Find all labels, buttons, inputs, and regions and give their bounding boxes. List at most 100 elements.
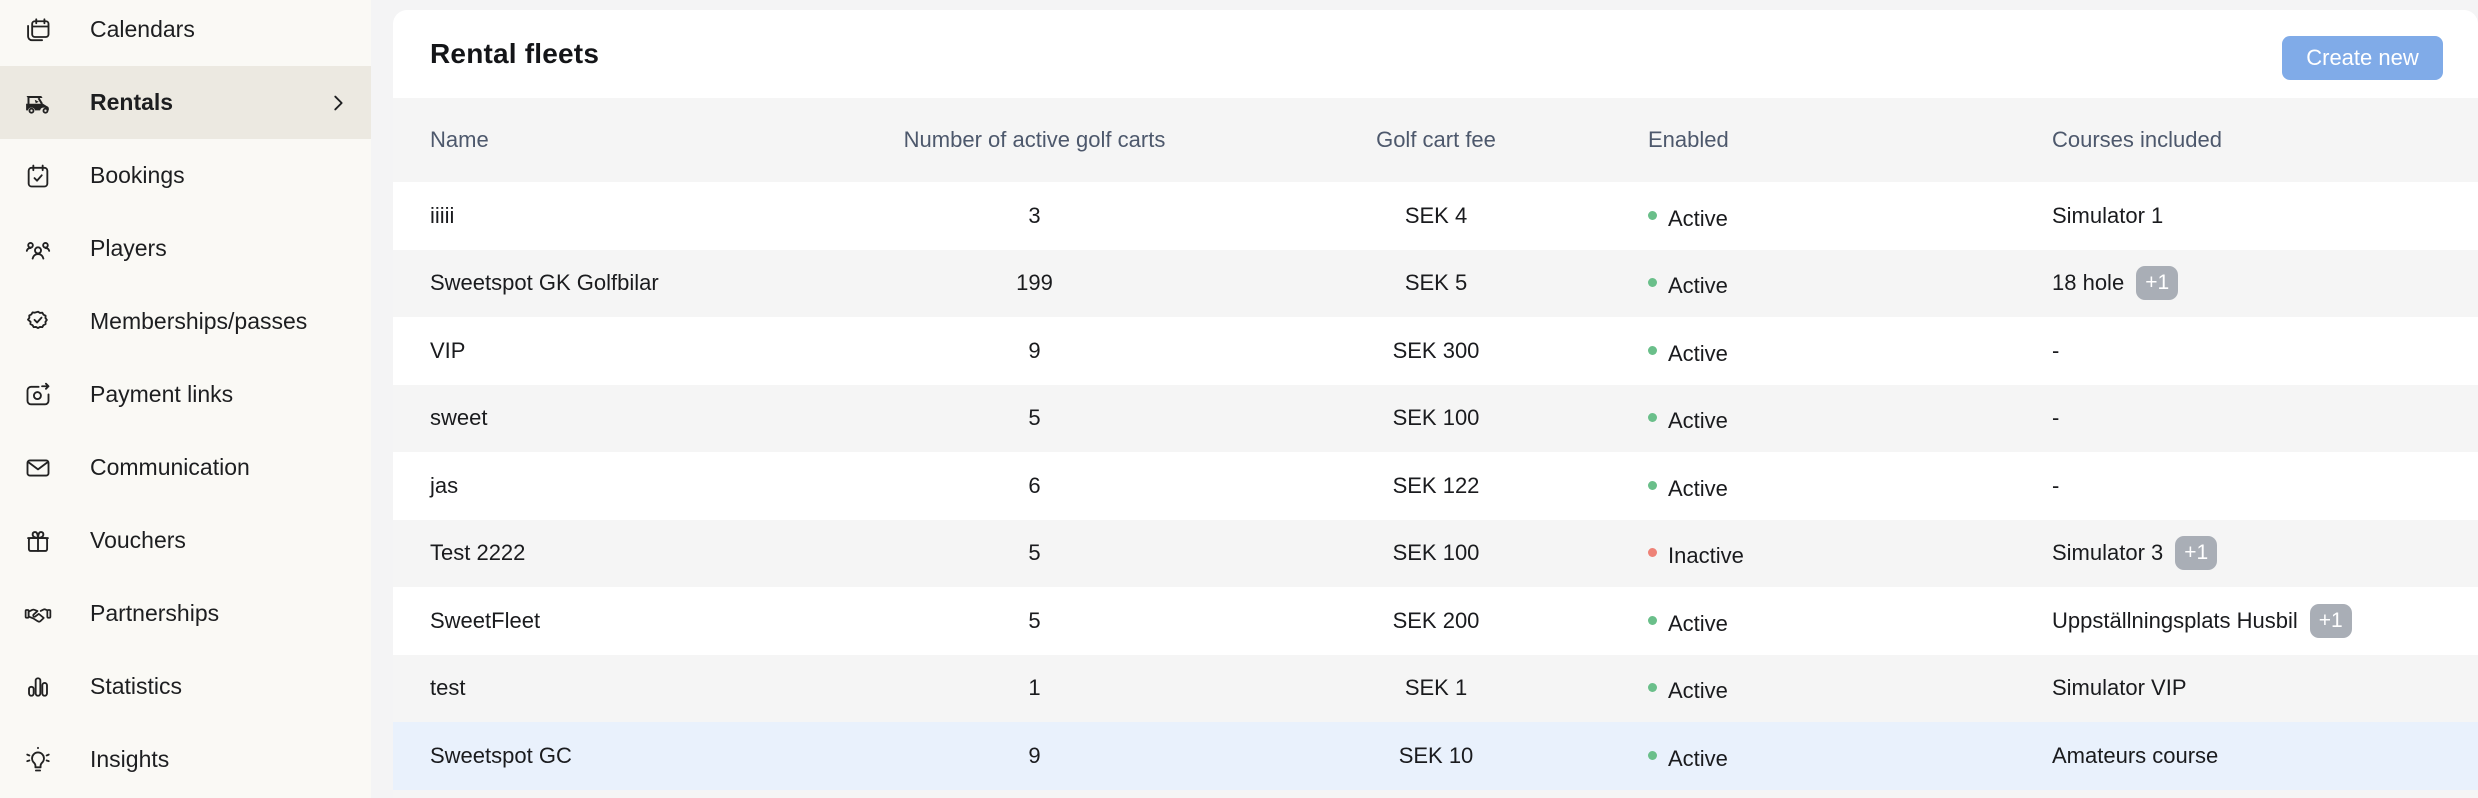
sidebar-nav: Calendars Rentals (0, 0, 371, 796)
sidebar-item-label: Insights (90, 746, 170, 772)
cell-carts: 9 (1028, 337, 1041, 363)
status-dot-active (1648, 750, 1657, 760)
status-dot-active (1648, 345, 1657, 355)
sidebar-item-memberships[interactable]: Memberships/passes (0, 285, 371, 358)
cell-courses: Simulator 3 (2052, 540, 2164, 566)
status-label: Active (1668, 205, 1728, 231)
calendar-stack-icon (24, 16, 52, 44)
status-badge: Active (1648, 206, 1728, 232)
gift-icon (24, 527, 52, 555)
sidebar-item-vouchers[interactable]: Vouchers (0, 504, 371, 577)
table-row-partial (393, 789, 2478, 798)
lightbulb-icon (24, 746, 52, 774)
cell-carts: 3 (1028, 202, 1041, 228)
column-header-fee: Golf cart fee (1376, 127, 1496, 152)
table-row[interactable]: iiiii 3 SEK 4 Active Simulator 1 (393, 182, 2478, 250)
cell-courses: Uppställningsplats Husbil (2052, 607, 2298, 633)
table-row[interactable]: jas 6 SEK 122 Active - (393, 452, 2478, 520)
cell-name: Test 2222 (430, 540, 526, 566)
column-header-carts: Number of active golf carts (903, 127, 1166, 152)
payment-link-icon (24, 381, 52, 409)
create-new-button[interactable]: Create new (2282, 36, 2443, 80)
cell-carts: 5 (1028, 540, 1041, 566)
envelope-icon (24, 454, 52, 482)
calendar-check-icon (24, 162, 52, 190)
cell-name: iiiii (430, 202, 455, 228)
sidebar-item-bookings[interactable]: Bookings (0, 139, 371, 212)
sidebar-item-label: Calendars (90, 16, 195, 42)
status-badge: Active (1648, 746, 1728, 772)
sidebar-item-payment-links[interactable]: Payment links (0, 358, 371, 431)
sidebar-item-partnerships[interactable]: Partnerships (0, 577, 371, 650)
sidebar-item-label: Vouchers (90, 527, 186, 553)
table-row[interactable]: VIP 9 SEK 300 Active - (393, 317, 2478, 385)
status-badge: Active (1648, 678, 1728, 704)
sidebar-item-label: Players (90, 235, 167, 261)
cell-fee: SEK 100 (1392, 540, 1480, 566)
card-header: Rental fleets Create new (393, 10, 2478, 98)
sidebar-item-players[interactable]: Players (0, 212, 371, 285)
column-header-courses: Courses included (2052, 127, 2222, 152)
status-dot-active (1648, 413, 1657, 423)
main-content: Rental fleets Create new Name Number of … (371, 0, 2478, 798)
status-dot-active (1648, 278, 1657, 288)
table-row[interactable]: test 1 SEK 1 Active Simulator VIP (393, 654, 2478, 722)
players-icon (24, 235, 52, 263)
cell-carts: 9 (1028, 742, 1041, 768)
sidebar: Calendars Rentals (0, 0, 371, 798)
more-courses-chip[interactable]: +1 (2136, 266, 2179, 301)
table-body: iiiii 3 SEK 4 Active Simulator 1 Sweetsp… (393, 182, 2478, 798)
status-dot-active (1648, 615, 1657, 625)
cell-carts: 1 (1028, 675, 1041, 701)
table-header-row: Name Number of active golf carts Golf ca… (393, 98, 2478, 182)
sidebar-item-rentals[interactable]: Rentals (0, 66, 371, 139)
status-badge: Active (1648, 476, 1728, 502)
sidebar-item-label: Payment links (90, 381, 234, 407)
status-badge: Active (1648, 273, 1728, 299)
status-label: Active (1668, 273, 1728, 299)
cell-fee: SEK 122 (1392, 472, 1480, 498)
status-badge: Active (1648, 408, 1728, 434)
chevron-right-icon (327, 92, 349, 114)
cell-courses: - (2052, 405, 2060, 431)
status-label: Active (1668, 408, 1728, 434)
cell-fee: SEK 300 (1392, 337, 1480, 363)
cell-name: SweetFleet (430, 607, 541, 633)
sidebar-item-insights[interactable]: Insights (0, 723, 371, 796)
cell-courses: Simulator 1 (2052, 202, 2164, 228)
cell-name: jas (430, 472, 459, 498)
status-badge: Inactive (1648, 543, 1744, 569)
cell-carts: 5 (1028, 607, 1041, 633)
sidebar-item-calendars[interactable]: Calendars (0, 0, 371, 66)
golf-cart-icon (24, 89, 52, 117)
status-label: Active (1668, 475, 1728, 501)
status-badge: Active (1648, 611, 1728, 637)
status-label: Active (1668, 745, 1728, 771)
sidebar-item-statistics[interactable]: Statistics (0, 650, 371, 723)
table-row[interactable]: Sweetspot GK Golfbilar 199 SEK 5 Active … (393, 249, 2478, 317)
more-courses-chip[interactable]: +1 (2175, 536, 2218, 571)
rental-fleets-card: Rental fleets Create new Name Number of … (393, 10, 2478, 798)
bar-chart-icon (24, 673, 52, 701)
cell-name: Sweetspot GC (430, 742, 572, 768)
handshake-icon (24, 600, 52, 628)
cell-fee: SEK 200 (1392, 607, 1480, 633)
cell-courses: Amateurs course (2052, 742, 2219, 768)
cell-fee: SEK 100 (1392, 405, 1480, 431)
status-dot-active (1648, 683, 1657, 693)
table-row[interactable]: SweetFleet 5 SEK 200 Active Uppställning… (393, 587, 2478, 655)
sidebar-item-communication[interactable]: Communication (0, 431, 371, 504)
table-row[interactable]: Test 2222 5 SEK 100 Inactive Simulator 3… (393, 519, 2478, 587)
status-dot-active (1648, 480, 1657, 490)
cell-carts: 6 (1028, 472, 1041, 498)
more-courses-chip[interactable]: +1 (2309, 603, 2352, 638)
status-label: Active (1668, 610, 1728, 636)
cell-courses: - (2052, 472, 2060, 498)
sidebar-item-label: Statistics (90, 673, 183, 699)
table-row-hovered[interactable]: Sweetspot GC 9 SEK 10 Active Amateurs co… (393, 722, 2478, 790)
page-title: Rental fleets (430, 38, 600, 69)
table-row[interactable]: sweet 5 SEK 100 Active - (393, 384, 2478, 452)
column-header-enabled: Enabled (1648, 127, 1729, 152)
cell-courses: Simulator VIP (2052, 675, 2187, 701)
